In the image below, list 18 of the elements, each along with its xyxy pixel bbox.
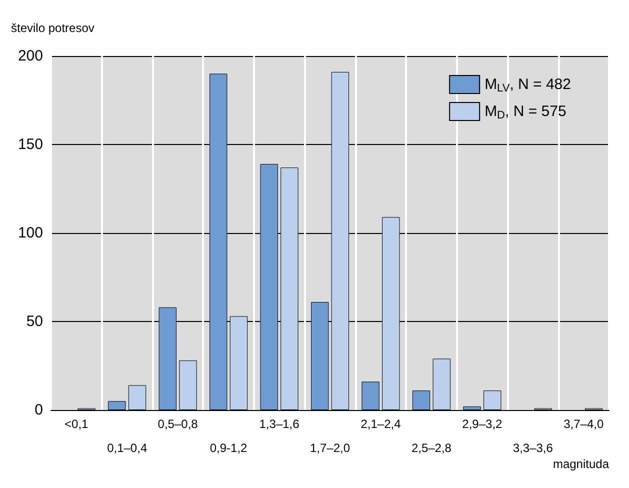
x-tick-label: 0,5–0,8 (158, 417, 198, 431)
x-tick-label: <0,1 (64, 417, 89, 431)
y-axis-title: število potresov (11, 21, 94, 35)
x-axis-title: magnituda (552, 457, 610, 471)
x-tick-label: 2,1–2,4 (360, 417, 402, 431)
y-tick-label: 150 (18, 136, 43, 153)
x-tick-label: 1,7–2,0 (310, 441, 350, 455)
x-tick-label: 2,5–2,8 (411, 441, 452, 455)
x-tick-label: 2,9–3,2 (462, 417, 503, 431)
x-tick-label: 0,1–0,4 (107, 441, 148, 455)
x-tick-label: 3,3–3,6 (512, 441, 554, 455)
y-tick-label: 50 (26, 313, 43, 330)
x-tick-label: 1,3–1,6 (259, 417, 300, 431)
x-tick-label: 0,9-1,2 (210, 441, 248, 455)
y-tick-label: 200 (18, 48, 43, 64)
y-tick-label: 100 (18, 224, 43, 242)
x-tick-label: 3,7–4,0 (564, 417, 604, 431)
y-tick-label: 0 (34, 402, 43, 418)
